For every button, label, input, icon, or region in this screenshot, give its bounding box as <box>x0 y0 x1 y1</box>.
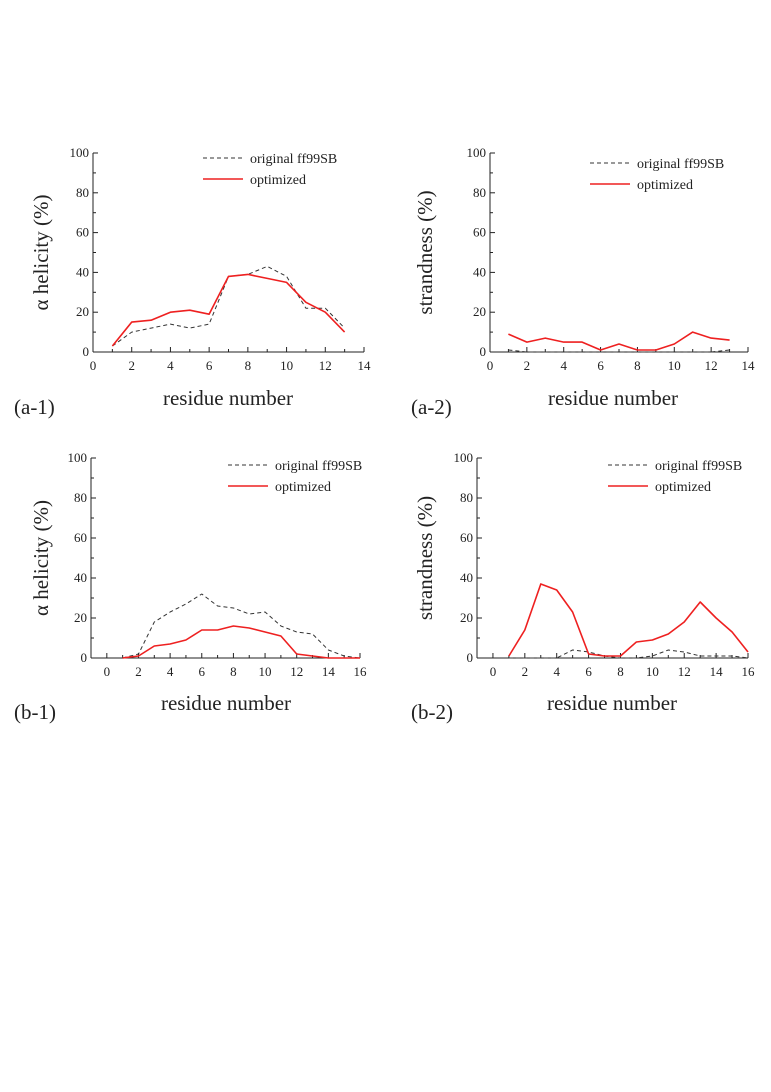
x-tick-label: 16 <box>354 664 368 679</box>
x-tick-label: 12 <box>290 664 303 679</box>
y-tick-label: 0 <box>480 344 487 359</box>
y-tick-label: 80 <box>76 185 89 200</box>
x-axis-title: residue number <box>161 691 291 715</box>
x-tick-label: 10 <box>668 358 681 373</box>
series-line-original <box>508 349 730 353</box>
legend-entry: original ff99SB <box>655 459 742 474</box>
panel-label: (a-1) <box>14 395 55 419</box>
x-tick-label: 0 <box>90 358 97 373</box>
chart-panel-b1: 0 20 40 60 80 100 0 2 4 6 8 10 12 14 16 original ff99SB… <box>14 450 367 724</box>
y-tick-label: 20 <box>460 610 473 625</box>
series-line-optimized <box>122 625 360 659</box>
y-axis-title: α helicity (%) <box>29 195 53 311</box>
y-tick-label: 60 <box>473 225 486 240</box>
y-tick-label: 0 <box>467 650 474 665</box>
x-tick-label: 0 <box>487 358 494 373</box>
x-tick-label: 12 <box>319 358 332 373</box>
x-tick-label: 10 <box>259 664 272 679</box>
x-tick-label: 2 <box>135 664 142 679</box>
x-tick-label: 10 <box>646 664 659 679</box>
x-tick-label: 12 <box>705 358 718 373</box>
y-tick-label: 80 <box>460 490 473 505</box>
y-tick-label: 100 <box>68 450 88 465</box>
x-tick-label: 8 <box>634 358 641 373</box>
y-tick-label: 100 <box>454 450 474 465</box>
x-tick-label: 8 <box>230 664 237 679</box>
y-axis-title: α helicity (%) <box>29 500 53 616</box>
x-tick-label: 14 <box>710 664 724 679</box>
y-tick-label: 80 <box>74 490 87 505</box>
x-tick-label: 6 <box>199 664 206 679</box>
panel-label: (b-2) <box>411 700 453 724</box>
y-tick-label: 40 <box>76 264 89 279</box>
y-axis-title: strandness (%) <box>413 496 437 620</box>
series-line-optimized <box>111 273 346 347</box>
x-tick-label: 12 <box>678 664 691 679</box>
x-tick-label: 14 <box>322 664 336 679</box>
x-tick-label: 0 <box>490 664 497 679</box>
series-line-original <box>122 593 361 659</box>
y-tick-label: 20 <box>76 304 89 319</box>
series-line-original <box>112 265 345 347</box>
legend-entry: optimized <box>637 178 693 193</box>
x-axis-title: residue number <box>547 691 677 715</box>
series-line-original <box>508 649 749 659</box>
y-axis-title: strandness (%) <box>413 190 437 314</box>
x-tick-label: 8 <box>245 358 252 373</box>
panel-label: (b-1) <box>14 700 56 724</box>
y-tick-label: 80 <box>473 185 486 200</box>
x-tick-label: 2 <box>128 358 135 373</box>
y-tick-label: 20 <box>473 304 486 319</box>
x-tick-label: 4 <box>167 664 174 679</box>
legend-entry: original ff99SB <box>637 157 724 172</box>
legend-entry: original ff99SB <box>275 459 362 474</box>
chart-panel-b2: 0 20 40 60 80 100 0 2 4 6 8 10 12 14 16 original ff99SB… <box>411 450 755 724</box>
x-tick-label: 2 <box>522 664 529 679</box>
x-tick-label: 4 <box>560 358 567 373</box>
chart-panel-a2: 0 20 40 60 80 100 0 2 4 6 8 10 12 14 original ff99SB op… <box>411 145 755 419</box>
x-tick-label: 4 <box>167 358 174 373</box>
series-line-optimized <box>508 583 749 657</box>
series-line-optimized <box>508 331 730 351</box>
y-tick-label: 60 <box>460 530 473 545</box>
y-tick-label: 100 <box>467 145 487 160</box>
y-tick-label: 0 <box>81 650 88 665</box>
y-tick-label: 40 <box>74 570 87 585</box>
y-tick-label: 0 <box>83 344 90 359</box>
legend-entry: optimized <box>275 480 331 495</box>
panel-label: (a-2) <box>411 395 452 419</box>
legend-entry: original ff99SB <box>250 152 337 167</box>
x-tick-label: 6 <box>585 664 592 679</box>
x-tick-label: 2 <box>524 358 531 373</box>
y-tick-label: 60 <box>76 225 89 240</box>
x-tick-label: 8 <box>617 664 624 679</box>
y-tick-label: 60 <box>74 530 87 545</box>
x-tick-label: 14 <box>742 358 756 373</box>
y-tick-label: 40 <box>460 570 473 585</box>
x-tick-label: 16 <box>742 664 756 679</box>
legend-entry: optimized <box>250 173 306 188</box>
y-tick-label: 20 <box>74 610 87 625</box>
chart-panel-a1: 0 20 40 60 80 100 0 2 4 6 8 10 12 14 original ff99SB op… <box>14 145 371 419</box>
y-tick-label: 40 <box>473 264 486 279</box>
y-tick-label: 100 <box>70 145 90 160</box>
x-tick-label: 10 <box>280 358 293 373</box>
x-axis-title: residue number <box>163 386 293 410</box>
legend-entry: optimized <box>655 480 711 495</box>
x-tick-label: 6 <box>597 358 604 373</box>
x-axis-title: residue number <box>548 386 678 410</box>
x-tick-label: 4 <box>553 664 560 679</box>
x-tick-label: 6 <box>206 358 213 373</box>
x-tick-label: 0 <box>104 664 111 679</box>
x-tick-label: 14 <box>358 358 372 373</box>
